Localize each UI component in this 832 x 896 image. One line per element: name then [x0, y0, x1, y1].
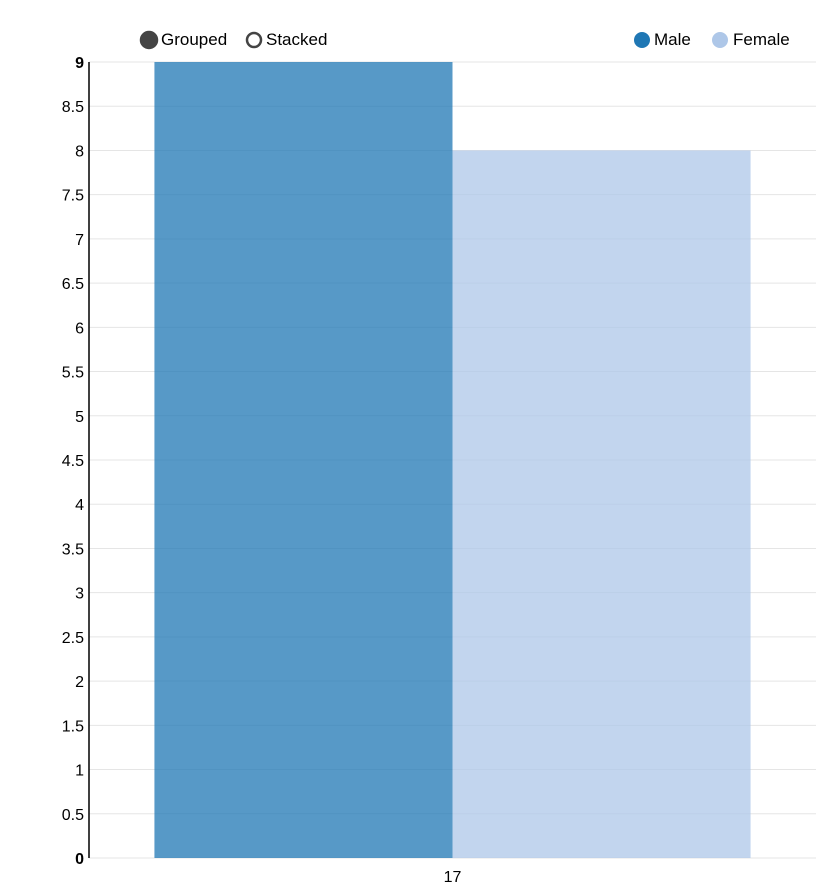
y-tick-label: 3: [75, 586, 84, 603]
legend-swatch-male-icon[interactable]: [634, 32, 650, 48]
y-axis: 0 0.5 1 1.5 2 2.5 3 3.5 4 4.5 5 5.5 6 6.5 7 7.5 8 8.5 9: [62, 55, 90, 868]
bar-male-17[interactable]: [154, 62, 453, 858]
y-tick-label: 4: [75, 497, 84, 514]
y-tick-label: 6: [75, 320, 84, 337]
stacked-radio-icon[interactable]: [245, 31, 263, 49]
y-tick-label: 2: [75, 674, 84, 691]
legend: Male Female: [634, 30, 790, 49]
y-tick-label: 3.5: [62, 541, 84, 558]
y-tick-label: 4.5: [62, 453, 84, 470]
y-tick-label: 5.5: [62, 365, 84, 382]
y-tick-label: 1.5: [62, 718, 84, 735]
legend-swatch-female-icon[interactable]: [712, 32, 728, 48]
y-tick-label: 6.5: [62, 276, 84, 293]
y-tick-label: 1: [75, 763, 84, 780]
x-tick-label: 17: [444, 869, 462, 886]
mode-controls: Grouped Stacked: [139, 30, 327, 50]
stacked-control[interactable]: Stacked: [245, 30, 327, 49]
y-tick-label: 8: [75, 143, 84, 160]
bars: [154, 62, 751, 858]
y-tick-label: 0.5: [62, 807, 84, 824]
legend-label-female[interactable]: Female: [733, 30, 790, 49]
y-tick-label: 7.5: [62, 188, 84, 205]
bar-female-17[interactable]: [452, 150, 751, 858]
legend-item-male[interactable]: Male: [634, 30, 691, 49]
y-tick-label: 7: [75, 232, 84, 249]
y-tick-label: 2.5: [62, 630, 84, 647]
legend-label-male[interactable]: Male: [654, 30, 691, 49]
y-tick-label: 9: [75, 55, 84, 72]
grouped-radio-icon[interactable]: [139, 30, 159, 50]
y-tick-label: 0: [75, 851, 84, 868]
grouped-control[interactable]: Grouped: [139, 30, 227, 50]
x-axis: 17: [444, 869, 462, 886]
grouped-label[interactable]: Grouped: [161, 30, 227, 49]
y-tick-label: 8.5: [62, 99, 84, 116]
legend-item-female[interactable]: Female: [712, 30, 790, 49]
stacked-label[interactable]: Stacked: [266, 30, 327, 49]
y-tick-label: 5: [75, 409, 84, 426]
